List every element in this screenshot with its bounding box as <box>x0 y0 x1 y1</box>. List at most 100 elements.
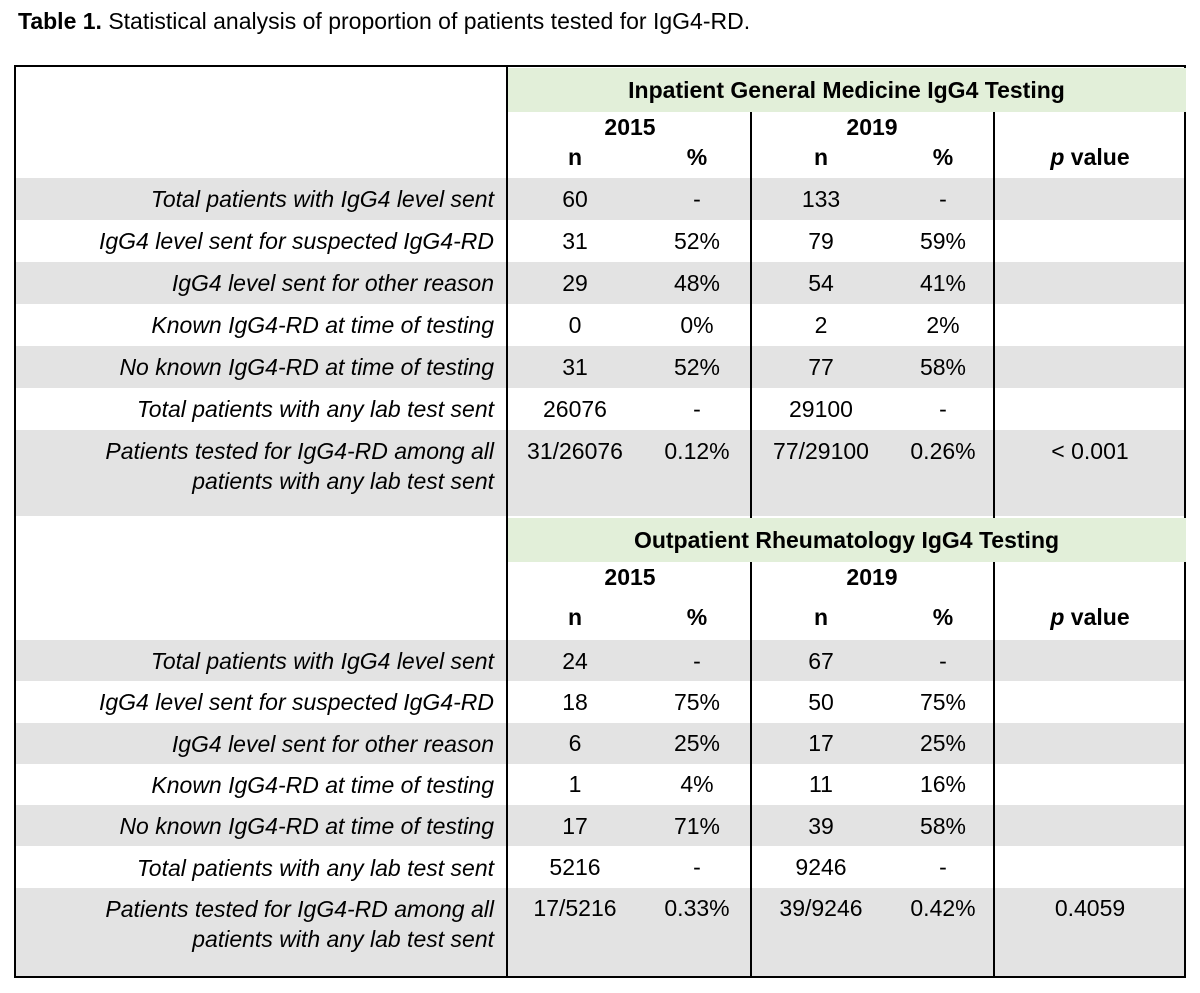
table-cell: 67 <box>808 647 834 674</box>
table-cell: 54 <box>808 269 834 296</box>
row-label: IgG4 level sent for suspected IgG4-RD <box>16 226 494 256</box>
table-cell: 77/29100 <box>773 437 869 464</box>
row-shade <box>16 346 1184 388</box>
table-cell: 25% <box>919 730 967 757</box>
row-label: IgG4 level sent for suspected IgG4-RD <box>16 687 494 717</box>
table-cell: 9246 <box>795 854 847 880</box>
table-cell: 0 <box>568 311 582 338</box>
row-label-line: Total patients with any lab test sent <box>136 854 494 881</box>
column-divider <box>993 112 995 518</box>
row-label-line: IgG4 level sent for other reason <box>171 270 494 296</box>
column-divider <box>750 562 752 978</box>
p-value-cell <box>1028 853 1152 883</box>
table-cell: 71% <box>673 812 721 839</box>
year-header: 2019 <box>846 563 898 590</box>
row-label-line: IgG4 level sent for other reason <box>171 730 494 757</box>
row-label-line: Total patients with IgG4 level sent <box>150 648 494 674</box>
table-cell: 39/9246 <box>779 895 863 922</box>
column-header: % <box>932 603 954 630</box>
row-label: IgG4 level sent for other reason <box>16 268 494 298</box>
table-cell: 41% <box>919 269 967 296</box>
table-cell: - <box>939 185 947 212</box>
p-value-cell <box>1028 310 1152 340</box>
row-label-line: patients with any lab test sent <box>192 468 494 494</box>
row-label-line: Known IgG4-RD at time of testing <box>151 312 494 338</box>
table-cell: 18 <box>562 688 588 715</box>
table-cell: 0.42% <box>910 895 976 922</box>
column-divider <box>506 67 508 978</box>
row-shade <box>16 722 1184 764</box>
table-cell: 133 <box>801 185 841 212</box>
table-cell: 29100 <box>789 395 853 422</box>
row-shade <box>16 430 1184 516</box>
row-shade <box>16 262 1184 304</box>
table-cell: 50 <box>808 688 834 715</box>
row-label: No known IgG4-RD at time of testing <box>16 352 494 382</box>
p-value-cell <box>1028 646 1152 676</box>
row-label-line: No known IgG4-RD at time of testing <box>119 354 494 380</box>
table-cell: 5216 <box>549 854 601 880</box>
row-label-line: Patients tested for IgG4-RD among all <box>105 438 494 464</box>
row-shade <box>16 805 1184 847</box>
row-label-line: patients with any lab test sent <box>192 925 494 952</box>
table-cell: 52% <box>673 227 721 254</box>
table-cell: 75% <box>673 688 721 715</box>
column-divider <box>750 112 752 518</box>
column-header: % <box>686 603 708 630</box>
row-label-line: Patients tested for IgG4-RD among all <box>105 895 494 922</box>
table-cell: 29 <box>562 269 588 296</box>
p-value-cell <box>1028 729 1152 759</box>
table-cell: 0% <box>680 311 714 338</box>
p-value-header: p value <box>1050 143 1130 170</box>
p-value-header: p value <box>1050 603 1130 630</box>
section-header-band <box>507 68 1186 112</box>
table-cell: 24 <box>562 647 588 674</box>
table-cell: 60 <box>562 185 588 212</box>
p-value-cell <box>1028 811 1152 841</box>
table-cell: 2 <box>814 311 828 338</box>
p-value-cell <box>1028 226 1152 256</box>
table-cell: - <box>693 854 701 880</box>
table-cell: 79 <box>808 227 834 254</box>
section-title: Inpatient General Medicine IgG4 Testing <box>628 76 1065 103</box>
table-cell: 4% <box>680 771 714 798</box>
caption-text: Statistical analysis of proportion of pa… <box>108 8 751 34</box>
section-title: Outpatient Rheumatology IgG4 Testing <box>633 526 1060 553</box>
column-header: % <box>932 143 954 170</box>
table-cell: - <box>693 185 701 212</box>
table-cell: 17 <box>808 730 834 757</box>
column-header: % <box>686 143 708 170</box>
p-value-cell <box>1028 268 1152 298</box>
table-cell: - <box>939 854 947 880</box>
row-label-line: Total patients with IgG4 level sent <box>150 186 494 212</box>
table-cell: - <box>693 647 701 674</box>
table-cell: 26076 <box>543 395 607 422</box>
table-cell: 77 <box>808 353 834 380</box>
row-label: No known IgG4-RD at time of testing <box>16 811 494 841</box>
p-value-cell <box>1028 687 1152 717</box>
table-cell: 31/26076 <box>527 437 623 464</box>
row-label-line: Known IgG4-RD at time of testing <box>151 771 494 798</box>
row-label-line: IgG4 level sent for suspected IgG4-RD <box>98 689 494 716</box>
column-header: n <box>567 143 583 170</box>
row-label-line: No known IgG4-RD at time of testing <box>119 813 494 840</box>
p-value-cell <box>1028 352 1152 382</box>
table-cell: 25% <box>673 730 721 757</box>
table-cell: 11 <box>809 771 833 798</box>
row-label: Total patients with IgG4 level sent <box>16 184 494 214</box>
table-caption: Table 1. Statistical analysis of proport… <box>18 8 750 35</box>
table-cell: - <box>939 395 947 422</box>
row-label: Known IgG4-RD at time of testing <box>16 770 494 800</box>
statistics-table: Inpatient General Medicine IgG4 Testing 2… <box>14 65 1186 978</box>
table-cell: 31 <box>562 227 588 254</box>
table-cell: 58% <box>919 353 967 380</box>
table-cell: 0.26% <box>910 437 976 464</box>
table-cell: - <box>939 647 947 674</box>
p-value-cell: < 0.001 <box>1051 437 1129 464</box>
row-label: Patients tested for IgG4-RD among all pat… <box>16 436 494 496</box>
p-value-cell <box>1028 770 1152 800</box>
row-label-line: Total patients with any lab test sent <box>136 396 494 422</box>
column-header: n <box>813 143 829 170</box>
row-label: Total patients with any lab test sent <box>16 853 494 883</box>
year-header: 2015 <box>604 113 656 140</box>
